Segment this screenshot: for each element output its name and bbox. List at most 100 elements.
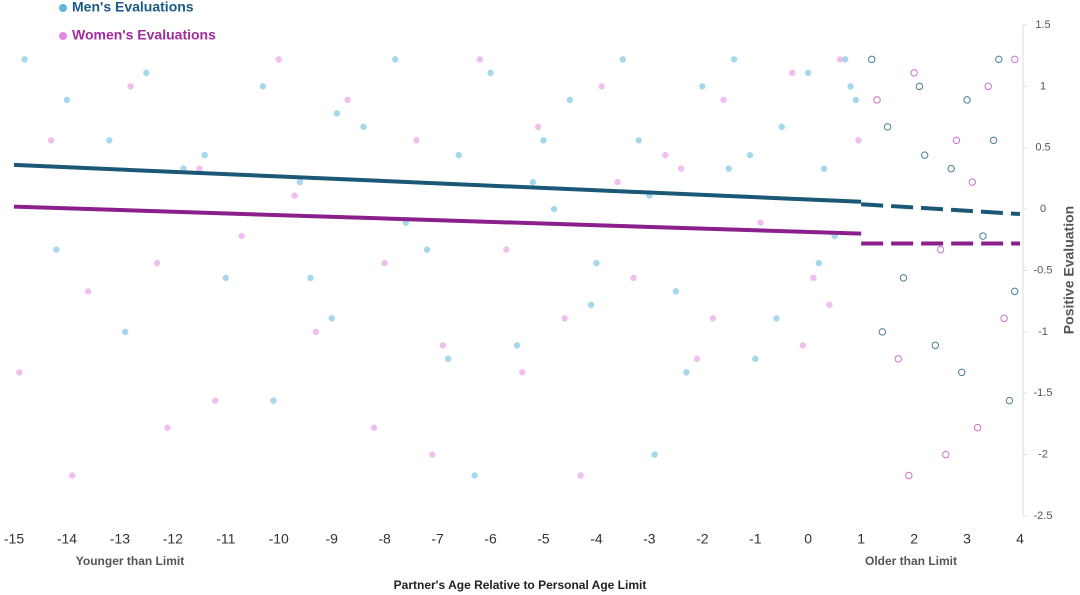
- point: [947, 164, 955, 173]
- point: [360, 123, 367, 131]
- point: [153, 259, 161, 267]
- point: [471, 472, 478, 479]
- legend-marker: [59, 32, 67, 40]
- point: [344, 96, 351, 104]
- legend-label: Men's Evaluations: [72, 0, 194, 15]
- y-tick-label: 1: [1040, 80, 1046, 92]
- point: [238, 232, 245, 240]
- point: [1011, 287, 1019, 296]
- point: [630, 274, 637, 282]
- trend-line: [13, 162, 862, 204]
- x-tick-label: 0: [804, 531, 812, 547]
- x-axis-title: Partner's Age Relative to Personal Age L…: [394, 578, 647, 592]
- x-tick-label: -10: [269, 531, 289, 547]
- point: [63, 96, 71, 104]
- x-tick-label: -2: [696, 531, 709, 547]
- point: [439, 342, 447, 349]
- point: [587, 301, 595, 309]
- x-tick-label: 3: [963, 531, 971, 547]
- point: [778, 123, 785, 131]
- y-tick-label: -1: [1038, 326, 1048, 338]
- point: [709, 315, 717, 322]
- point: [878, 328, 887, 336]
- x-tick-label: -13: [110, 531, 130, 547]
- point: [534, 123, 542, 131]
- y-axis-title: Positive Evaluation: [1061, 206, 1077, 334]
- point: [513, 342, 521, 349]
- point: [69, 472, 76, 479]
- x-tick-label: -1: [749, 531, 762, 547]
- x-tick-label: 4: [1016, 531, 1024, 547]
- point: [429, 451, 436, 458]
- point: [730, 56, 738, 63]
- point: [275, 56, 282, 63]
- point: [164, 424, 171, 431]
- point: [16, 369, 23, 376]
- point: [222, 274, 229, 282]
- point: [212, 397, 219, 404]
- point: [720, 96, 727, 104]
- point: [973, 423, 982, 432]
- point: [196, 165, 203, 172]
- point: [826, 301, 833, 309]
- point: [291, 192, 298, 199]
- point: [1000, 314, 1008, 323]
- point: [958, 368, 966, 377]
- point: [106, 137, 113, 144]
- point: [963, 96, 971, 104]
- point: [995, 55, 1003, 64]
- point: [836, 56, 844, 63]
- point: [635, 137, 642, 144]
- trend-line: [13, 204, 862, 236]
- point: [936, 245, 945, 254]
- x-tick-label: 2: [910, 531, 918, 547]
- point: [931, 341, 939, 350]
- point: [143, 69, 150, 77]
- trend-line: [861, 202, 1021, 217]
- y-tick-label: -2: [1038, 449, 1048, 461]
- y-tick-label: -0.5: [1034, 264, 1053, 276]
- point: [752, 355, 759, 363]
- point: [333, 110, 341, 117]
- point: [855, 137, 862, 144]
- point: [53, 246, 60, 253]
- point: [952, 136, 961, 145]
- point: [989, 136, 998, 145]
- point: [915, 82, 924, 91]
- point: [820, 165, 828, 172]
- legend-label: Women's Evaluations: [72, 27, 216, 43]
- point: [773, 315, 780, 322]
- point: [894, 355, 902, 363]
- point: [328, 315, 335, 322]
- x-tick-label: -9: [325, 531, 338, 547]
- point: [942, 450, 950, 459]
- point: [693, 355, 701, 363]
- point: [651, 451, 658, 458]
- x-tick-label: -4: [590, 531, 603, 547]
- point: [381, 259, 388, 267]
- point: [540, 137, 547, 144]
- point: [550, 205, 558, 213]
- point: [683, 369, 690, 376]
- point: [1005, 396, 1014, 405]
- annotation: Younger than Limit: [76, 554, 184, 568]
- point: [392, 56, 399, 63]
- point: [979, 232, 987, 240]
- point: [1011, 55, 1019, 64]
- point: [455, 151, 462, 159]
- point: [699, 83, 706, 90]
- point: [270, 397, 277, 404]
- point: [852, 96, 860, 104]
- legend-marker: [59, 4, 67, 12]
- point: [121, 328, 129, 336]
- point: [614, 178, 621, 186]
- point: [873, 96, 881, 104]
- x-tick-label: -6: [484, 531, 497, 547]
- y-tick-label: -2.5: [1034, 510, 1053, 522]
- point: [370, 424, 378, 431]
- point: [757, 219, 764, 226]
- point: [746, 151, 754, 159]
- point: [672, 288, 680, 295]
- annotation: Older than Limit: [865, 554, 957, 568]
